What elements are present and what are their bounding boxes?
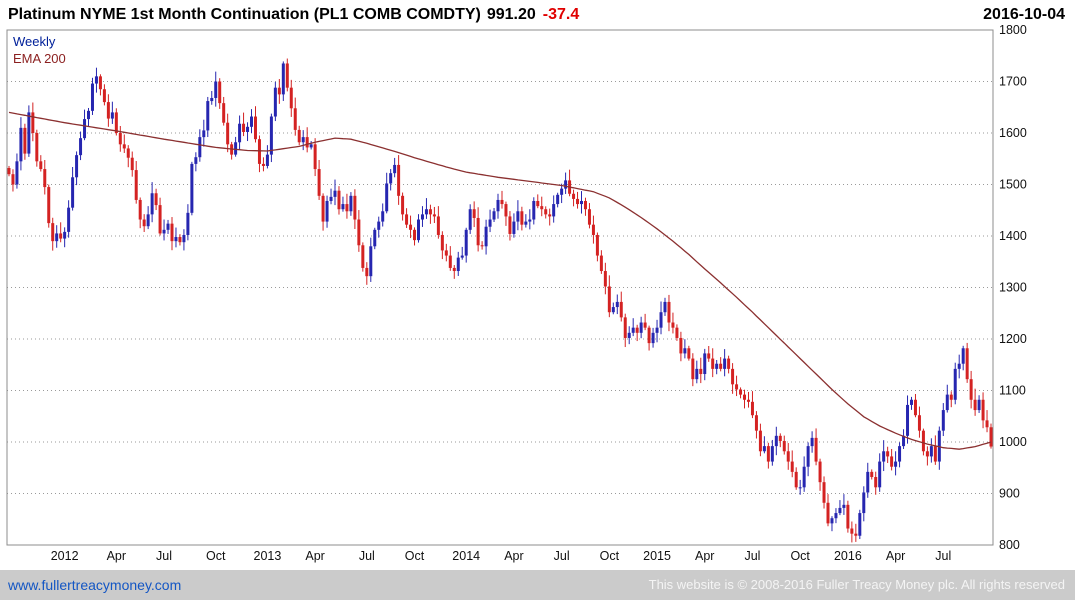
svg-text:900: 900 bbox=[999, 487, 1020, 501]
svg-text:Apr: Apr bbox=[504, 549, 523, 563]
svg-text:2016: 2016 bbox=[834, 549, 862, 563]
svg-text:1600: 1600 bbox=[999, 126, 1027, 140]
last-price: 991.20 bbox=[486, 6, 536, 23]
page-title: Platinum NYME 1st Month Continuation (PL… bbox=[8, 6, 579, 24]
svg-text:1000: 1000 bbox=[999, 435, 1027, 449]
svg-text:Oct: Oct bbox=[405, 549, 425, 563]
svg-text:1400: 1400 bbox=[999, 229, 1027, 243]
svg-text:2014: 2014 bbox=[452, 549, 480, 563]
price-change: -37.4 bbox=[542, 6, 580, 23]
svg-text:Jul: Jul bbox=[156, 549, 172, 563]
svg-text:Jul: Jul bbox=[359, 549, 375, 563]
site-link[interactable]: www.fullertreacymoney.com bbox=[8, 577, 182, 593]
svg-text:1100: 1100 bbox=[999, 384, 1026, 398]
svg-text:Apr: Apr bbox=[107, 549, 126, 563]
svg-text:Oct: Oct bbox=[790, 549, 810, 563]
price-chart: 800 900 1000 1100 1200 1300 1400 1500 1600 1700 18… bbox=[6, 23, 1027, 563]
svg-text:1800: 1800 bbox=[999, 23, 1027, 37]
svg-text:Apr: Apr bbox=[886, 549, 905, 563]
svg-text:1300: 1300 bbox=[999, 281, 1027, 295]
svg-text:Jul: Jul bbox=[935, 549, 951, 563]
svg-text:2015: 2015 bbox=[643, 549, 671, 563]
svg-text:1200: 1200 bbox=[999, 332, 1027, 346]
svg-text:800: 800 bbox=[999, 538, 1020, 552]
svg-text:Apr: Apr bbox=[695, 549, 714, 563]
svg-text:1700: 1700 bbox=[999, 75, 1027, 89]
svg-text:1500: 1500 bbox=[999, 178, 1027, 192]
footer-bar: www.fullertreacymoney.com This website i… bbox=[0, 570, 1075, 600]
svg-text:Oct: Oct bbox=[206, 549, 226, 563]
svg-text:Jul: Jul bbox=[744, 549, 760, 563]
timeframe-label: Weekly bbox=[13, 34, 56, 49]
instrument-title: Platinum NYME 1st Month Continuation (PL… bbox=[8, 6, 481, 23]
copyright-text: This website is © 2008-2016 Fuller Treac… bbox=[648, 577, 1065, 592]
svg-text:2013: 2013 bbox=[254, 549, 282, 563]
svg-text:Apr: Apr bbox=[305, 549, 324, 563]
svg-text:2012: 2012 bbox=[51, 549, 79, 563]
svg-text:Jul: Jul bbox=[554, 549, 570, 563]
date-label: 2016-10-04 bbox=[983, 6, 1065, 23]
ema-label: EMA 200 bbox=[13, 51, 66, 66]
svg-text:Oct: Oct bbox=[600, 549, 620, 563]
